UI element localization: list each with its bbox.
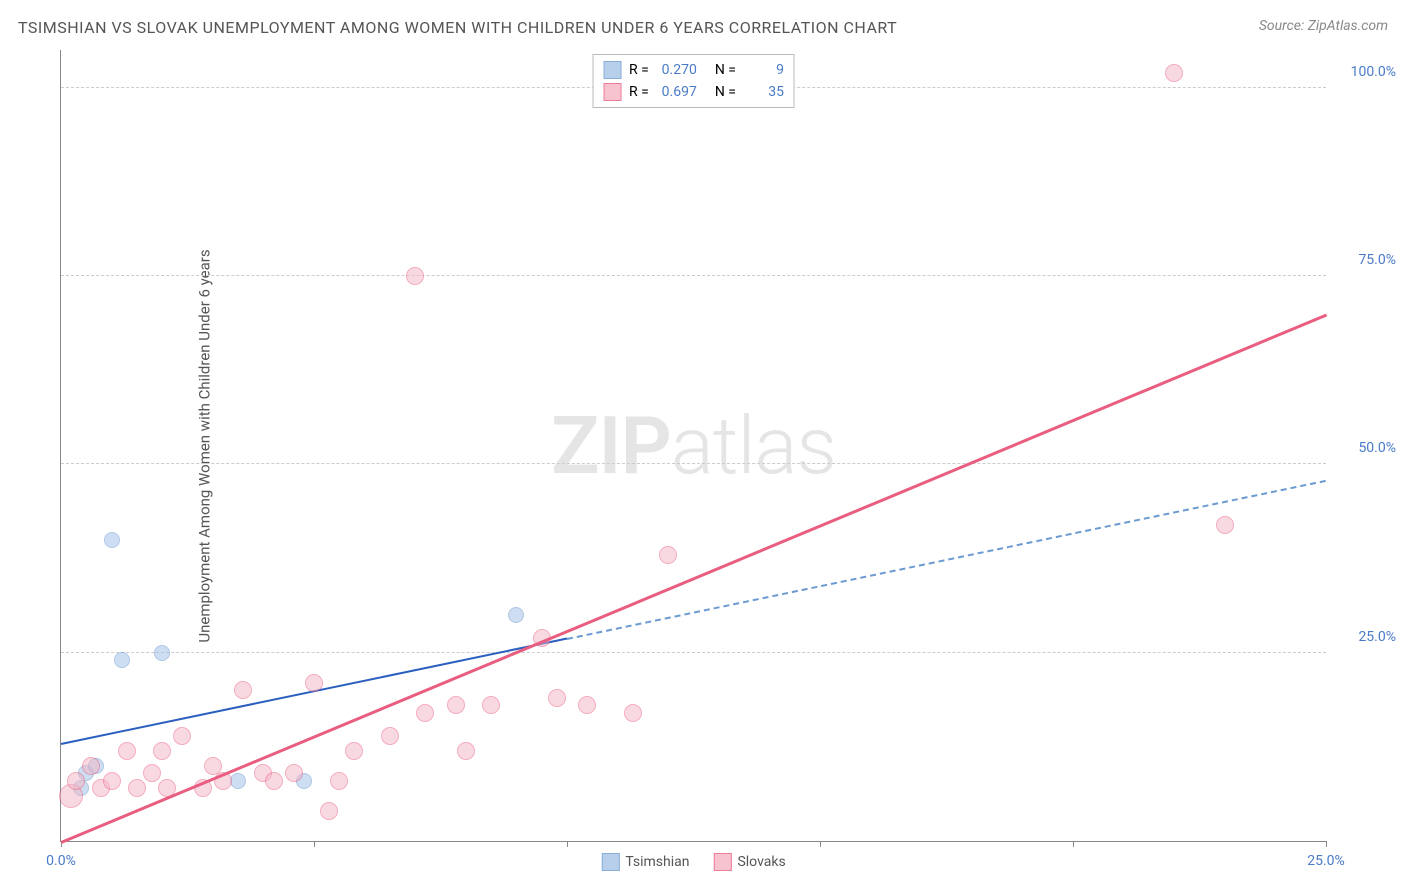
legend-r-label: R = bbox=[629, 84, 649, 100]
data-point bbox=[173, 727, 191, 745]
legend-correlation-row: R = 0.270 N = 9 bbox=[603, 59, 784, 81]
data-point bbox=[578, 696, 596, 714]
data-point bbox=[128, 779, 146, 797]
data-point bbox=[305, 674, 323, 692]
x-tick bbox=[1073, 841, 1074, 847]
x-tick-label: 0.0% bbox=[46, 853, 76, 869]
data-point bbox=[234, 681, 252, 699]
data-point bbox=[457, 742, 475, 760]
y-tick-label: 25.0% bbox=[1336, 629, 1396, 645]
legend-series-label: Slovaks bbox=[737, 854, 785, 870]
y-tick-label: 100.0% bbox=[1336, 64, 1396, 80]
x-tick bbox=[1326, 841, 1327, 847]
data-point bbox=[103, 772, 121, 790]
data-point bbox=[1216, 516, 1234, 534]
legend-n-value: 9 bbox=[744, 62, 784, 78]
y-tick-label: 50.0% bbox=[1336, 440, 1396, 456]
data-point bbox=[104, 532, 120, 548]
data-point bbox=[114, 652, 130, 668]
data-point bbox=[153, 742, 171, 760]
data-point bbox=[154, 645, 170, 661]
watermark: ZIPatlas bbox=[551, 399, 836, 493]
data-point bbox=[508, 607, 524, 623]
chart-title: TSIMSHIAN VS SLOVAK UNEMPLOYMENT AMONG W… bbox=[18, 18, 897, 37]
legend-r-label: R = bbox=[629, 62, 649, 78]
data-point bbox=[482, 696, 500, 714]
legend-swatch bbox=[601, 853, 619, 871]
y-tick-label: 75.0% bbox=[1336, 252, 1396, 268]
x-tick bbox=[567, 841, 568, 847]
data-point bbox=[345, 742, 363, 760]
legend-n-value: 35 bbox=[744, 84, 784, 100]
legend-series-label: Tsimshian bbox=[625, 854, 689, 870]
x-tick bbox=[314, 841, 315, 847]
data-point bbox=[416, 704, 434, 722]
trend-line bbox=[567, 479, 1326, 639]
data-point bbox=[285, 764, 303, 782]
data-point bbox=[67, 772, 85, 790]
grid-line bbox=[61, 275, 1326, 276]
grid-line bbox=[61, 463, 1326, 464]
legend-swatch bbox=[713, 853, 731, 871]
data-point bbox=[143, 764, 161, 782]
data-point bbox=[118, 742, 136, 760]
watermark-rest: atlas bbox=[671, 399, 836, 493]
legend-series-item: Slovaks bbox=[713, 853, 785, 871]
x-tick-label: 25.0% bbox=[1307, 853, 1345, 869]
data-point bbox=[230, 773, 246, 789]
x-tick bbox=[820, 841, 821, 847]
grid-line bbox=[61, 652, 1326, 653]
legend-swatch bbox=[603, 61, 621, 79]
plot-area: ZIPatlas R =0.270N =9R =0.697N =35 Tsims… bbox=[60, 50, 1326, 842]
series-legend: Tsimshian Slovaks bbox=[601, 853, 785, 871]
legend-r-value: 0.697 bbox=[657, 84, 697, 100]
legend-n-label: N = bbox=[715, 62, 736, 78]
data-point bbox=[330, 772, 348, 790]
legend-n-label: N = bbox=[715, 84, 736, 100]
data-point bbox=[82, 757, 100, 775]
data-point bbox=[265, 772, 283, 790]
legend-correlation-row: R = 0.697 N = 35 bbox=[603, 81, 784, 103]
data-point bbox=[624, 704, 642, 722]
data-point bbox=[406, 267, 424, 285]
legend-series-item: Tsimshian bbox=[601, 853, 689, 871]
source-label: Source: ZipAtlas.com bbox=[1259, 18, 1388, 34]
data-point bbox=[1165, 64, 1183, 82]
data-point bbox=[659, 546, 677, 564]
legend-swatch bbox=[603, 83, 621, 101]
data-point bbox=[447, 696, 465, 714]
data-point bbox=[548, 689, 566, 707]
data-point bbox=[320, 802, 338, 820]
data-point bbox=[381, 727, 399, 745]
legend-r-value: 0.270 bbox=[657, 62, 697, 78]
correlation-legend: R = 0.270 N = 9 R = 0.697 N = 35 bbox=[592, 54, 795, 108]
trend-line bbox=[61, 314, 1327, 844]
watermark-bold: ZIP bbox=[551, 399, 671, 493]
